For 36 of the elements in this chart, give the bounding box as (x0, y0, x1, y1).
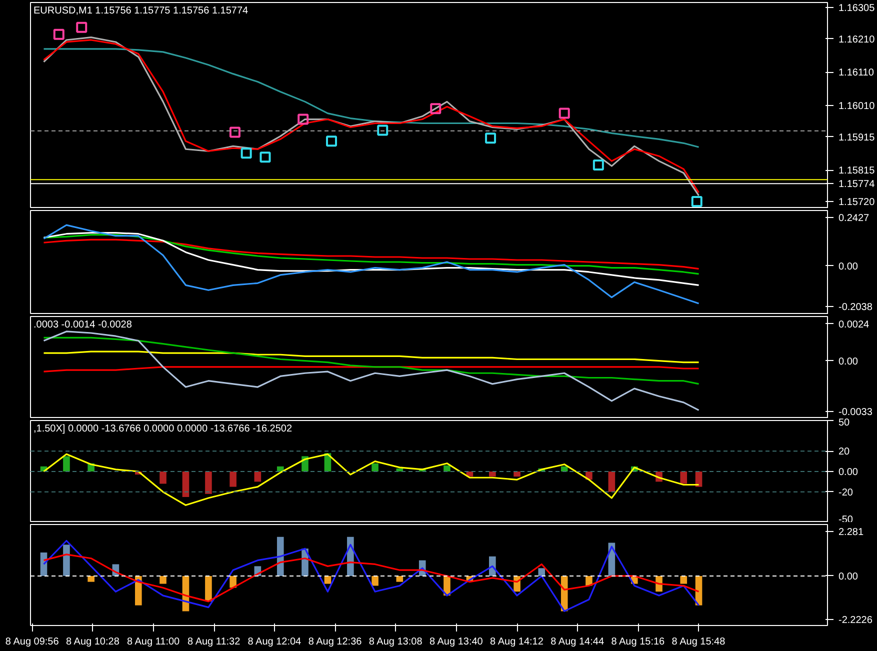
x-tick-label: 8 Aug 15:16 (611, 636, 666, 648)
y-tick-label: 0.00 (838, 467, 858, 478)
y-tick-label: 1.15720 (838, 197, 876, 208)
x-tick-label: 8 Aug 15:48 (672, 636, 726, 648)
y-tick-label: 2.281 (838, 526, 864, 538)
y-tick-label: 0.2427 (838, 212, 870, 224)
x-tick-label: 8 Aug 10:28 (66, 636, 120, 648)
y-tick-label: -20 (838, 487, 854, 498)
y-tick-label: 0.00 (838, 261, 858, 272)
y-tick-label: 0.00 (838, 571, 858, 582)
x-tick-label: 8 Aug 11:32 (188, 636, 241, 648)
y-tick-label: 0.00 (838, 356, 858, 368)
x-tick-label: 8 Aug 14:12 (490, 636, 544, 648)
y-tick-label: -0.2038 (838, 302, 873, 313)
y-tick-label: 1.15915 (838, 132, 876, 144)
chart-title: EURUSD,M1 1.15756 1.15775 1.15756 1.15774 (34, 6, 249, 16)
y-tick-label: 1.15774 (838, 179, 876, 190)
x-tick-label: 8 Aug 13:08 (368, 636, 423, 648)
y-tick-label: -0.0033 (838, 407, 873, 418)
y-tick-label: 20 (838, 446, 850, 458)
chart-title: ,1.50X] 0.0000 -13.6766 0.0000 0.0000 -13.6766 -16.2502 (34, 424, 292, 434)
x-tick-label: 8 Aug 13:40 (429, 636, 484, 648)
y-tick-label: 1.15815 (838, 166, 876, 177)
y-tick-label: 50 (838, 418, 850, 428)
x-tick-label: 8 Aug 11:00 (126, 636, 180, 648)
y-tick-label: 1.16305 (838, 2, 876, 14)
y-tick-label: 1.16110 (838, 68, 874, 79)
y-tick-label: 1.16010 (838, 100, 876, 112)
y-tick-label: 1.16210 (838, 34, 876, 46)
y-tick-label: -2.2226 (838, 614, 873, 626)
chart-title: .0003 -0.0014 -0.0028 (34, 320, 132, 330)
x-tick-label: 8 Aug 12:36 (308, 636, 362, 648)
x-tick-label: 8 Aug 14:44 (550, 636, 604, 648)
x-tick-label: 8 Aug 12:04 (248, 636, 302, 648)
x-tick-label: 8 Aug 09:56 (5, 636, 60, 648)
y-tick-label: 0.0024 (838, 319, 870, 330)
